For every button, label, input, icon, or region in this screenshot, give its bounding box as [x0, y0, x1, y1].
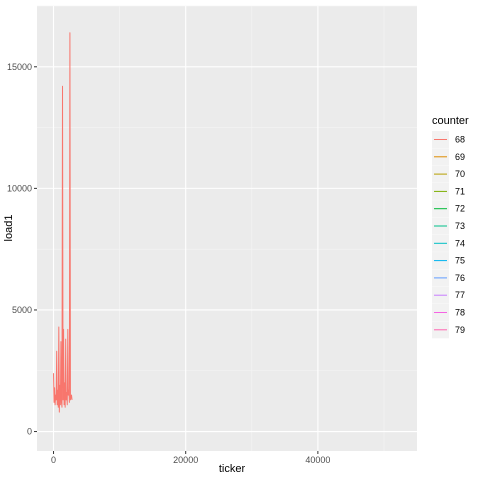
x-axis-title: ticker: [219, 463, 246, 475]
plot-panel: [37, 6, 417, 451]
legend-label: 70: [455, 169, 465, 179]
major-gridlines: [37, 6, 417, 451]
legend: counter 68 69 70 71 72 73 74 75 76 77 78 79: [432, 115, 469, 339]
x-axis: 0 20000 40000: [51, 451, 330, 465]
legend-label: 69: [455, 152, 465, 162]
legend-title: counter: [432, 115, 469, 127]
legend-label: 78: [455, 308, 465, 318]
legend-label: 77: [455, 290, 465, 300]
legend-label: 72: [455, 204, 465, 214]
legend-label: 73: [455, 221, 465, 231]
legend-label: 76: [455, 273, 465, 283]
x-tick-label: 0: [51, 455, 56, 465]
legend-label: 68: [455, 135, 465, 145]
y-axis: 0 5000 10000 15000: [7, 62, 37, 437]
y-tick-label: 0: [27, 427, 32, 437]
x-tick-label: 40000: [305, 455, 330, 465]
y-tick-label: 15000: [7, 62, 32, 72]
legend-label: 71: [455, 186, 465, 196]
series-layer: [53, 32, 73, 413]
y-tick-label: 5000: [12, 305, 32, 315]
series-line-68: [53, 32, 73, 413]
legend-label: 79: [455, 325, 465, 335]
minor-gridlines: [37, 5, 417, 451]
y-axis-title: load1: [3, 215, 15, 242]
legend-label: 75: [455, 256, 465, 266]
legend-label: 74: [455, 238, 465, 248]
x-tick-label: 20000: [173, 455, 198, 465]
y-tick-label: 10000: [7, 183, 32, 193]
